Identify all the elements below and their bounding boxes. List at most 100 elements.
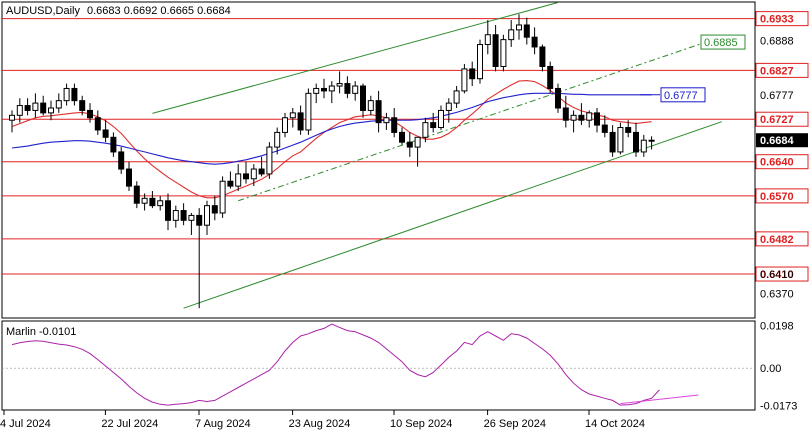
candle-body <box>336 83 343 87</box>
candle <box>321 78 327 99</box>
candle-body <box>258 168 265 175</box>
candle <box>648 136 655 150</box>
candle <box>48 100 54 121</box>
candle <box>40 95 47 116</box>
y-tick-label: 0.6410 <box>760 269 794 281</box>
candle-body <box>547 65 554 89</box>
channel-mid-line <box>238 41 707 202</box>
candle-body <box>297 112 304 131</box>
candle <box>211 195 218 221</box>
level-label: 0.6410 <box>760 269 794 281</box>
candle <box>508 20 515 47</box>
level-label: 0.6827 <box>760 65 794 77</box>
candle <box>367 95 374 116</box>
candle <box>453 86 460 108</box>
candle-body <box>609 131 616 153</box>
candle <box>492 24 499 72</box>
candle <box>625 120 632 138</box>
x-tick-label: 14 Oct 2024 <box>585 418 645 430</box>
candle <box>204 200 210 235</box>
x-tick-label: 7 Aug 2024 <box>195 418 251 430</box>
candle <box>16 98 23 123</box>
candle-body <box>523 24 530 38</box>
level-label-box <box>755 62 809 78</box>
moving-average-line <box>11 92 652 165</box>
candle <box>477 39 483 84</box>
x-tick-label: 22 Jul 2024 <box>101 418 158 430</box>
candle-body <box>383 117 390 124</box>
candle-body <box>157 200 164 207</box>
candle-body <box>430 122 437 129</box>
candle-body <box>141 197 148 204</box>
candle-body <box>578 114 585 121</box>
candle <box>344 76 351 99</box>
candle <box>274 127 281 155</box>
candle-body <box>87 109 93 119</box>
candle-body <box>555 87 561 109</box>
candle <box>110 132 117 157</box>
candle <box>578 103 585 126</box>
candle-body <box>243 173 249 180</box>
candle-body <box>648 139 655 142</box>
candle <box>219 176 226 218</box>
candle-body <box>500 39 507 67</box>
candlesticks <box>9 14 655 309</box>
candle <box>500 34 507 72</box>
candle-body <box>48 107 54 114</box>
candle <box>289 107 296 128</box>
moving-average-line <box>11 80 652 199</box>
time-axis: 4 Jul 2024 22 Jul 2024 7 Aug 2024 23 Aug 20… <box>0 410 645 430</box>
candle <box>94 110 101 135</box>
candle <box>55 93 62 113</box>
current-price-box <box>756 133 808 148</box>
x-tick-label: 10 Sep 2024 <box>390 418 452 430</box>
candle-body <box>165 200 171 221</box>
candle <box>594 107 600 133</box>
marlin-tick-label: -0.0173 <box>760 400 797 412</box>
candle-body <box>453 90 460 104</box>
channel-upper-line <box>152 2 559 114</box>
candle-body <box>484 34 491 46</box>
marlin-tick-label: 0.00 <box>760 363 781 375</box>
candle-body <box>211 205 218 214</box>
candle-body <box>352 85 359 94</box>
candle <box>570 110 577 133</box>
candle <box>149 191 156 209</box>
candle <box>9 110 15 133</box>
candle-body <box>445 102 452 111</box>
marlin-oscillator: 0.0198 0.00 -0.0173 <box>2 321 797 412</box>
candle <box>586 110 593 128</box>
candle-body <box>63 87 70 102</box>
candle-body <box>282 117 288 133</box>
candle-body <box>516 24 522 31</box>
candle-body <box>469 68 476 80</box>
candle <box>406 132 413 157</box>
candle <box>633 122 639 157</box>
candle-body <box>274 131 281 148</box>
level-label: 0.6482 <box>760 234 794 246</box>
candle-body <box>149 197 156 207</box>
level-label: 0.6727 <box>760 114 794 126</box>
candle-body <box>24 105 31 111</box>
candle <box>617 122 624 155</box>
candle <box>188 212 195 235</box>
candle <box>539 44 546 72</box>
y-tick-label: 0.6777 <box>760 90 794 102</box>
candle-body <box>266 146 273 175</box>
candle-body <box>633 131 639 153</box>
x-tick-label: 23 Aug 2024 <box>289 418 351 430</box>
candle-body <box>328 85 335 92</box>
candle <box>71 83 78 106</box>
level-label: 0.6640 <box>760 157 794 169</box>
candle-body <box>461 68 468 92</box>
level-label-box <box>755 266 809 282</box>
candle-body <box>196 214 203 226</box>
candle <box>422 117 429 143</box>
ohlc-readout: 0.6683 0.6692 0.6665 0.6684 <box>87 5 231 17</box>
candle-body <box>289 112 296 119</box>
candle <box>282 112 288 138</box>
candle-body <box>79 100 86 111</box>
candle-body <box>9 114 15 121</box>
candle-body <box>219 180 226 214</box>
